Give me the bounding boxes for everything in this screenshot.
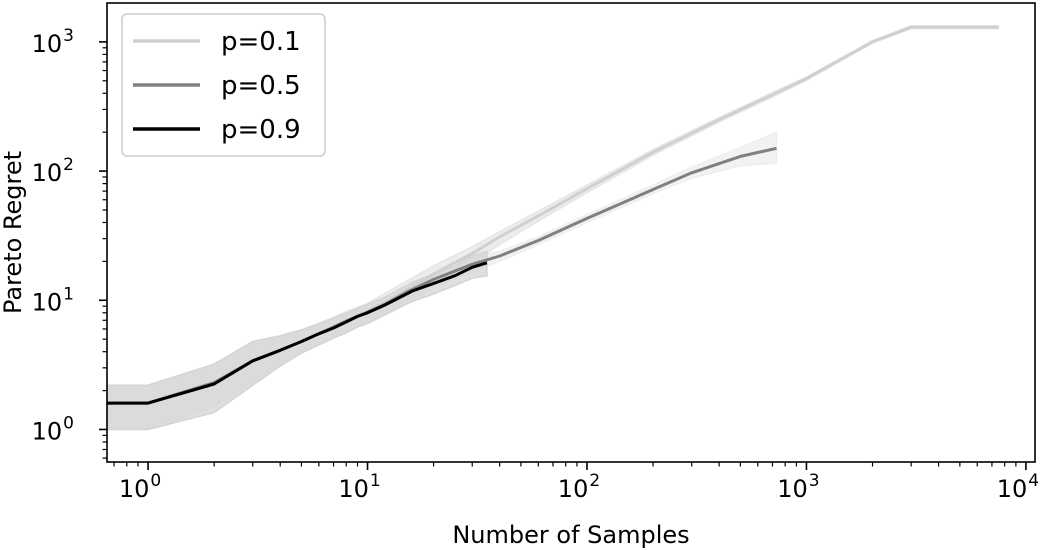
- legend-frame: [121, 13, 326, 157]
- legend-label: p=0.9: [221, 115, 301, 145]
- legend: p=0.1 p=0.5 p=0.9: [121, 13, 326, 157]
- plot-frame: [106, 2, 1036, 463]
- legend-label: p=0.1: [221, 27, 301, 57]
- x-tick-label: 102: [558, 471, 600, 503]
- band-p-0-9: [106, 250, 488, 431]
- line-p-0-9: [107, 261, 488, 405]
- x-tick-label: 104: [997, 471, 1039, 503]
- line-p-0-5: [107, 146, 777, 405]
- x-tick-label: 100: [119, 471, 161, 503]
- x-axis-label: Number of Samples: [452, 521, 689, 549]
- x-tick-label: 101: [338, 471, 380, 503]
- y-tick-label: 100: [32, 413, 74, 445]
- y-axis-label: Pareto Regret: [0, 151, 27, 314]
- axis-ticks: 100 101 102 103 104 100 101 102 103: [32, 26, 1039, 503]
- y-tick-label: 103: [32, 26, 74, 58]
- series-lines: [107, 25, 999, 405]
- y-tick-label: 102: [32, 155, 74, 187]
- x-tick-label: 103: [777, 471, 819, 503]
- legend-label: p=0.5: [221, 71, 301, 101]
- y-tick-label: 101: [32, 284, 74, 316]
